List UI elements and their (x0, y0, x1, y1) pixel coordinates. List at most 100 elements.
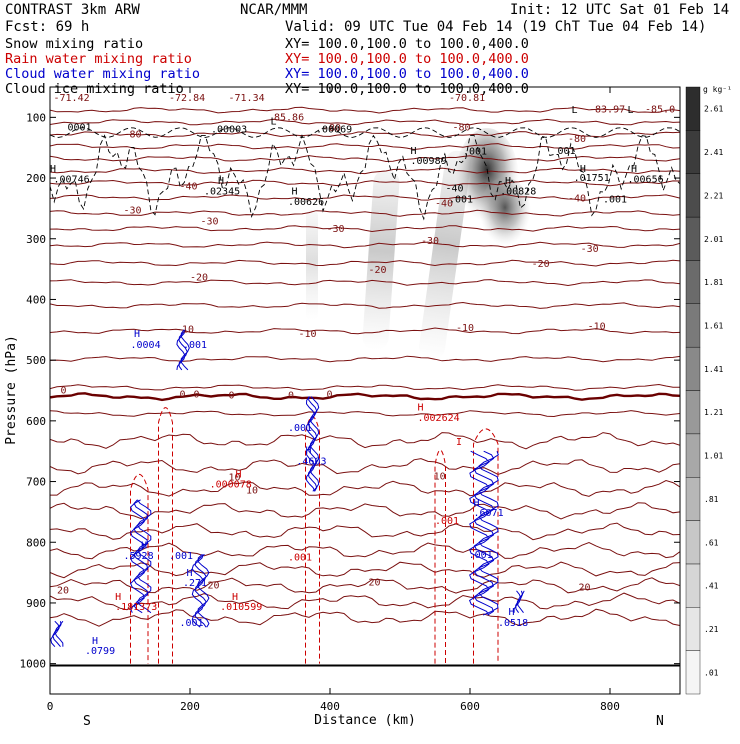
cloud-water-contour (136, 499, 152, 614)
cloud-water-label: .0004 (131, 340, 161, 351)
y-tick-label: 300 (26, 233, 46, 246)
colorbar-label: 1.41 (704, 365, 723, 374)
cloud-ice-contour (50, 127, 680, 138)
temperature-contour-label: -80 (323, 123, 341, 134)
plot-frame (49, 86, 681, 695)
temperature-contour-label: 0 (194, 390, 200, 401)
temperature-contour-line (50, 193, 680, 201)
temperature-extremum-label: 85.86 (274, 112, 304, 123)
temperature-contour-label: -30 (124, 206, 142, 217)
y-tick-label: 800 (26, 536, 46, 549)
temperature-contour-label: -80 (568, 134, 586, 145)
colorbar-label: 1.01 (704, 452, 723, 461)
cloud-ice-label: .01751 (574, 173, 610, 184)
temperature-contour-line (50, 209, 680, 217)
cloud-water-label: .001 (469, 550, 493, 561)
header-center-title: NCAR/MMM (240, 2, 307, 18)
cloud-water-label: H (474, 498, 480, 509)
rain-water-label: H (115, 592, 121, 603)
temperature-contour-label: -20 (190, 272, 208, 283)
temperature-contour-label: 0 (288, 391, 294, 402)
cloud-water-contour (130, 499, 145, 613)
temperature-contour-label: -40 (568, 193, 586, 204)
temperature-contour-label: 20 (579, 583, 591, 594)
cloud-ice-contour (50, 134, 680, 221)
temperature-extremum-label: -83.97 (589, 104, 625, 115)
cloud-ice-label: .001 (449, 194, 473, 205)
colorbar-unit: g kg⁻¹ (703, 85, 732, 94)
field-xy-cloud-water: XY= 100.0,100.0 to 100.0,400.0 (285, 66, 529, 82)
cloud-water-label: .001 (180, 618, 204, 629)
colorbar-segment (685, 130, 701, 174)
cloud-ice-label: .00003 (211, 125, 247, 136)
cloud-ice-label: L (572, 105, 578, 116)
snow-streak (419, 150, 471, 360)
cloud-ice-label: 001 (558, 146, 576, 157)
temperature-contour-line (50, 355, 680, 363)
cloud-water-label: .5928 (124, 551, 154, 562)
temperature-extremum-label: -70.81 (449, 93, 485, 104)
temperature-contour-label: 10 (229, 473, 241, 484)
y-tick-label: 1000 (20, 658, 47, 671)
colorbar-label: 1.61 (704, 321, 723, 330)
colorbar-label: 1.81 (704, 278, 723, 287)
rain-water-contour (473, 428, 499, 664)
cloud-ice-label: .001 (463, 146, 487, 157)
cloud-ice-label: H (292, 186, 298, 197)
temperature-contour-line (50, 279, 680, 287)
end-label-north: N (656, 714, 664, 729)
cloud-water-label: H (134, 329, 140, 340)
cloud-water-contour (473, 450, 495, 616)
cloud-water-contour (50, 620, 60, 648)
rain-water-label: H (232, 592, 238, 603)
colorbar-label: 2.21 (704, 191, 723, 200)
temperature-contour-label: 20 (369, 578, 381, 589)
temperature-contour-label: -10 (456, 323, 474, 334)
cloud-water-label: H (306, 446, 312, 457)
temperature-contour-line (50, 502, 680, 520)
cloud-water-contour (516, 590, 525, 614)
cloud-ice-label: .001 (603, 194, 627, 205)
cloud-ice-label: H (411, 146, 417, 157)
colorbar-segment (685, 433, 701, 478)
cloud-water-contour (178, 329, 188, 371)
field-name-snow: Snow mixing ratio (5, 36, 143, 52)
rain-water-label: .010599 (220, 602, 262, 613)
temperature-contour-line (50, 167, 680, 175)
temperature-contour-line (50, 131, 680, 138)
field-name-cloud-ice: Cloud ice mixing ratio (5, 81, 184, 97)
snow-streak (306, 210, 318, 320)
cloud-ice-label: .00656 (628, 174, 664, 185)
rain-water-label: .001 (435, 516, 459, 527)
temperature-extremum-label: -71.42 (54, 93, 90, 104)
temperature-contour-label: 0 (61, 385, 67, 396)
colorbar-segment (685, 390, 701, 435)
cloud-water-contour (513, 590, 522, 613)
temperature-contour-label: 10 (434, 471, 446, 482)
cloud-ice-label: L (628, 105, 634, 116)
temperature-contour-label: 10 (246, 485, 258, 496)
cloud-water-label: .001 (288, 423, 312, 434)
cloud-water-label: H (187, 568, 193, 579)
colorbar-label: 2.61 (704, 105, 723, 114)
temperature-contour-label: 0 (180, 390, 186, 401)
colorbar-segment (685, 477, 701, 521)
rain-water-label: .002624 (418, 413, 460, 424)
colorbar-segment (685, 563, 701, 608)
colorbar-segment (685, 303, 701, 348)
temperature-contour-line (50, 577, 680, 594)
colorbar-label: 1.21 (704, 408, 723, 417)
cloud-water-label: .271 (183, 578, 207, 589)
temperature-contour-line (50, 522, 680, 541)
colorbar-label: .21 (704, 625, 719, 634)
colorbar-label: .81 (704, 495, 719, 504)
colorbar-label: 2.41 (704, 148, 723, 157)
x-tick-label: 200 (180, 700, 200, 713)
temperature-contour-line (50, 592, 680, 611)
colorbar-segment (685, 86, 701, 131)
cloud-water-contours (50, 329, 525, 648)
cloud-water-contour (309, 396, 320, 492)
temperature-contour-label: -10 (588, 322, 606, 333)
header-left-title: CONTRAST 3km ARW (5, 2, 140, 18)
